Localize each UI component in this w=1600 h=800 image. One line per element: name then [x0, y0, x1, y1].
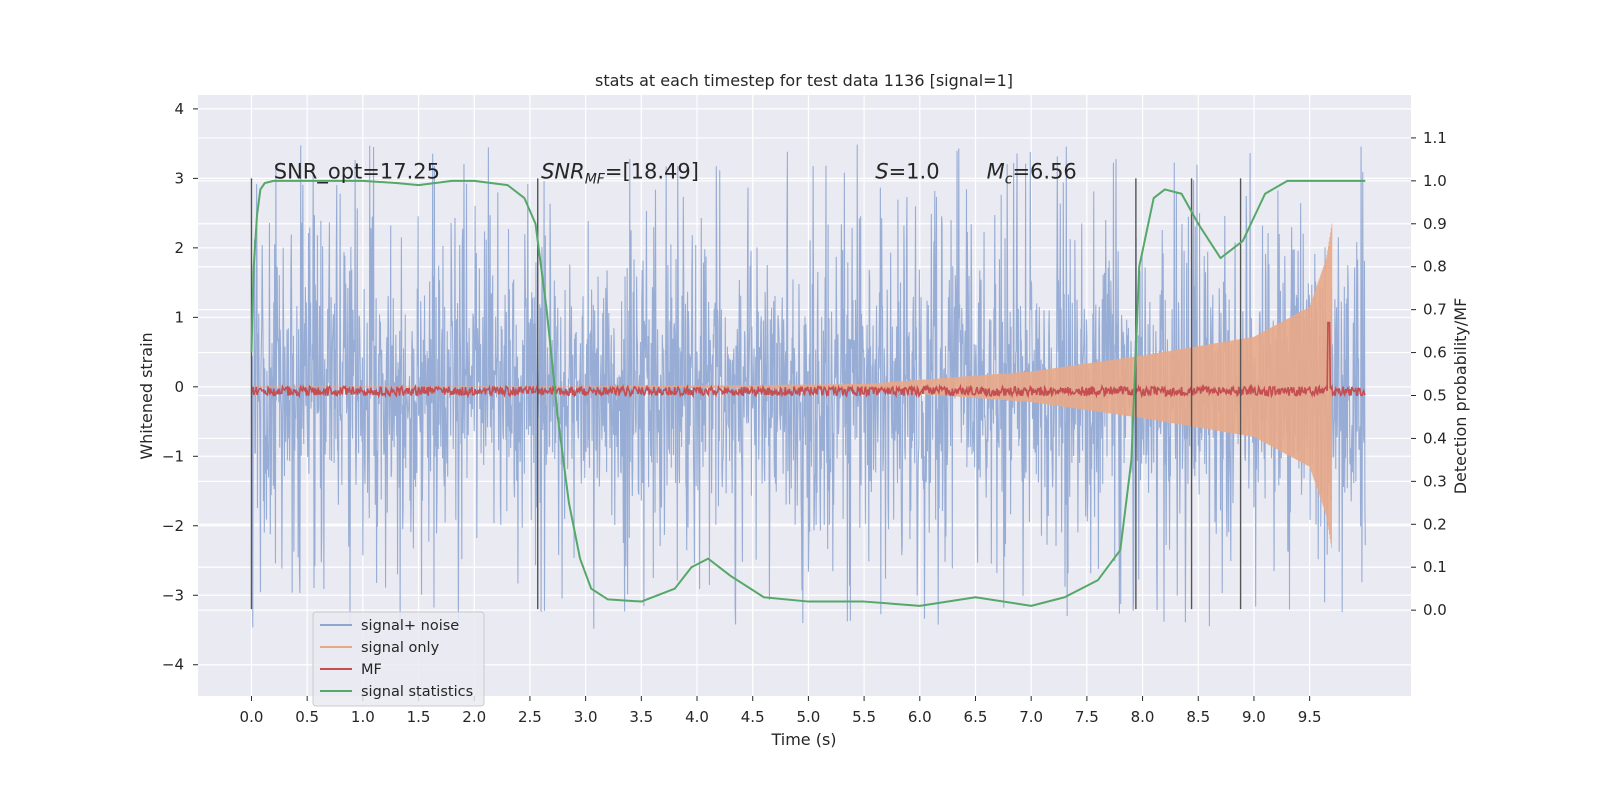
y-axis-label-left: Whitened strain	[137, 332, 156, 459]
x-tick-label: 6.5	[964, 708, 988, 726]
vertical-markers	[250, 178, 1242, 610]
y-tick-label-right: 0.3	[1423, 472, 1447, 490]
annotation-label: SNR_opt=17.25	[274, 159, 440, 184]
x-tick-label: 9.5	[1298, 708, 1322, 726]
x-tick-label: 8.0	[1131, 708, 1155, 726]
y-tick-label-right: 0.1	[1423, 558, 1447, 576]
x-tick-label: 6.0	[908, 708, 932, 726]
signal-noise-line	[250, 144, 1366, 629]
y-tick-label-right: 1.0	[1423, 172, 1447, 190]
legend-label-signal-only: signal only	[361, 640, 440, 656]
y-tick-label-left: 0	[174, 378, 184, 396]
y-tick-label-right: 0.7	[1423, 301, 1447, 319]
x-tick-label: 7.0	[1019, 708, 1043, 726]
x-tick-label: 2.0	[462, 708, 486, 726]
annotation-label: SNRMF=[18.49]	[541, 159, 699, 187]
x-tick-label: 5.0	[796, 708, 820, 726]
x-tick-label: 3.0	[574, 708, 598, 726]
y-tick-label-right: 0.9	[1423, 215, 1447, 233]
signal-noise-series	[250, 144, 1366, 629]
right-y-axis: 1.1 1.0 0.9 0.8 0.7 0.6 0.5 0.4 0.3 0.2 0.1 0.0	[1411, 129, 1447, 619]
y-tick-label-left: 2	[174, 239, 184, 257]
y-tick-label-right: 0.6	[1423, 344, 1447, 362]
x-tick-label: 4.0	[685, 708, 709, 726]
signal-statistics-line	[250, 179, 1366, 607]
x-tick-label: 3.5	[629, 708, 653, 726]
y-tick-label-right: 0.5	[1423, 387, 1447, 405]
y-tick-label-right: 1.1	[1423, 129, 1447, 147]
mf-line	[250, 321, 1366, 399]
annotation-label: S=1.0	[875, 159, 939, 183]
x-axis-label: Time (s)	[770, 730, 836, 749]
x-tick-label: 8.5	[1186, 708, 1210, 726]
x-tick-label: 9.0	[1242, 708, 1266, 726]
legend-label-signal-noise: signal+ noise	[361, 618, 459, 634]
left-y-axis: 4 3 2 1 0 −1 −2 −3 −4	[162, 100, 198, 674]
y-tick-label-left: −4	[162, 656, 184, 674]
legend-box	[312, 611, 485, 707]
signal-statistics-series	[250, 179, 1366, 607]
x-tick-label: 4.5	[741, 708, 765, 726]
y-axis-label-right: Detection probability/MF	[1451, 298, 1470, 495]
x-tick-label: 1.5	[407, 708, 431, 726]
y-tick-label-left: −1	[162, 447, 184, 465]
legend-label-mf: MF	[361, 662, 382, 678]
x-tick-label: 7.5	[1075, 708, 1099, 726]
y-tick-label-left: 3	[174, 169, 184, 187]
annotations: SNR_opt=17.25 SNRMF=[18.49] S=1.0 Mc=6.56	[274, 159, 1077, 187]
y-tick-label-left: −2	[162, 517, 184, 535]
y-tick-label-right: 0.4	[1423, 429, 1447, 447]
x-tick-label: 0.5	[295, 708, 319, 726]
chart-title: stats at each timestep for test data 113…	[595, 71, 1013, 90]
annotation-label: Mc=6.56	[987, 159, 1077, 187]
x-tick-label: 1.0	[351, 708, 375, 726]
y-tick-label-right: 0.0	[1423, 601, 1447, 619]
x-tick-label: 2.5	[518, 708, 542, 726]
signal-only-series	[251, 223, 1333, 548]
x-tick-label: 0.0	[240, 708, 264, 726]
x-tick-label: 5.5	[852, 708, 876, 726]
legend-label-signal-statistics: signal statistics	[361, 684, 473, 700]
y-tick-label-left: 1	[174, 308, 184, 326]
legend: signal+ noise signal only MF signal stat…	[312, 611, 485, 707]
y-tick-label-right: 0.2	[1423, 515, 1447, 533]
mf-series	[250, 321, 1366, 399]
y-tick-label-left: −3	[162, 586, 184, 604]
x-axis: 0.0 0.5 1.0 1.5 2.0 2.5 3.0 3.5 4.0 4.5 5.0 5.5 6.0 6…	[240, 696, 1322, 726]
y-tick-label-left: 4	[174, 100, 184, 118]
y-tick-label-right: 0.8	[1423, 258, 1447, 276]
signal-only-line	[251, 223, 1333, 548]
